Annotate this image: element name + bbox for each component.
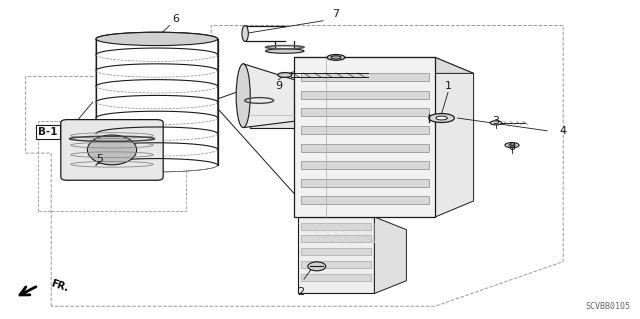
Polygon shape [294,57,474,73]
Ellipse shape [505,143,519,148]
Ellipse shape [331,56,341,59]
Ellipse shape [242,26,248,41]
Text: 6: 6 [173,14,179,24]
Ellipse shape [327,55,345,60]
Ellipse shape [96,32,218,46]
Polygon shape [435,57,474,217]
FancyBboxPatch shape [61,120,163,180]
Ellipse shape [87,135,137,165]
Polygon shape [301,235,371,242]
Polygon shape [374,217,406,293]
Ellipse shape [429,114,454,122]
Text: 2: 2 [297,287,305,297]
Text: 4: 4 [559,126,567,136]
Text: 7: 7 [332,9,340,19]
Polygon shape [301,223,371,230]
Polygon shape [301,126,429,134]
Ellipse shape [509,144,515,146]
Circle shape [308,262,326,271]
Ellipse shape [278,73,292,78]
Polygon shape [301,248,371,255]
Ellipse shape [236,64,250,128]
Text: 1: 1 [445,81,451,91]
Text: FR.: FR. [49,278,70,293]
Text: 8: 8 [508,142,516,152]
Polygon shape [301,144,429,152]
Text: 3: 3 [493,116,499,126]
Text: 5: 5 [96,154,102,165]
Polygon shape [301,91,429,99]
Polygon shape [301,179,429,187]
Text: 9: 9 [275,81,282,91]
Ellipse shape [96,63,218,141]
Polygon shape [301,108,429,116]
Ellipse shape [266,49,304,53]
Polygon shape [301,161,429,169]
Ellipse shape [490,121,502,125]
Text: B-1: B-1 [38,127,58,137]
Polygon shape [294,57,435,217]
Text: SCVBB0105: SCVBB0105 [586,302,630,311]
Polygon shape [301,73,429,81]
Ellipse shape [436,116,447,120]
Polygon shape [96,32,218,172]
Polygon shape [301,274,371,281]
Polygon shape [243,64,294,128]
Polygon shape [250,102,294,128]
Polygon shape [301,196,429,204]
Polygon shape [298,217,374,293]
Polygon shape [301,261,371,268]
